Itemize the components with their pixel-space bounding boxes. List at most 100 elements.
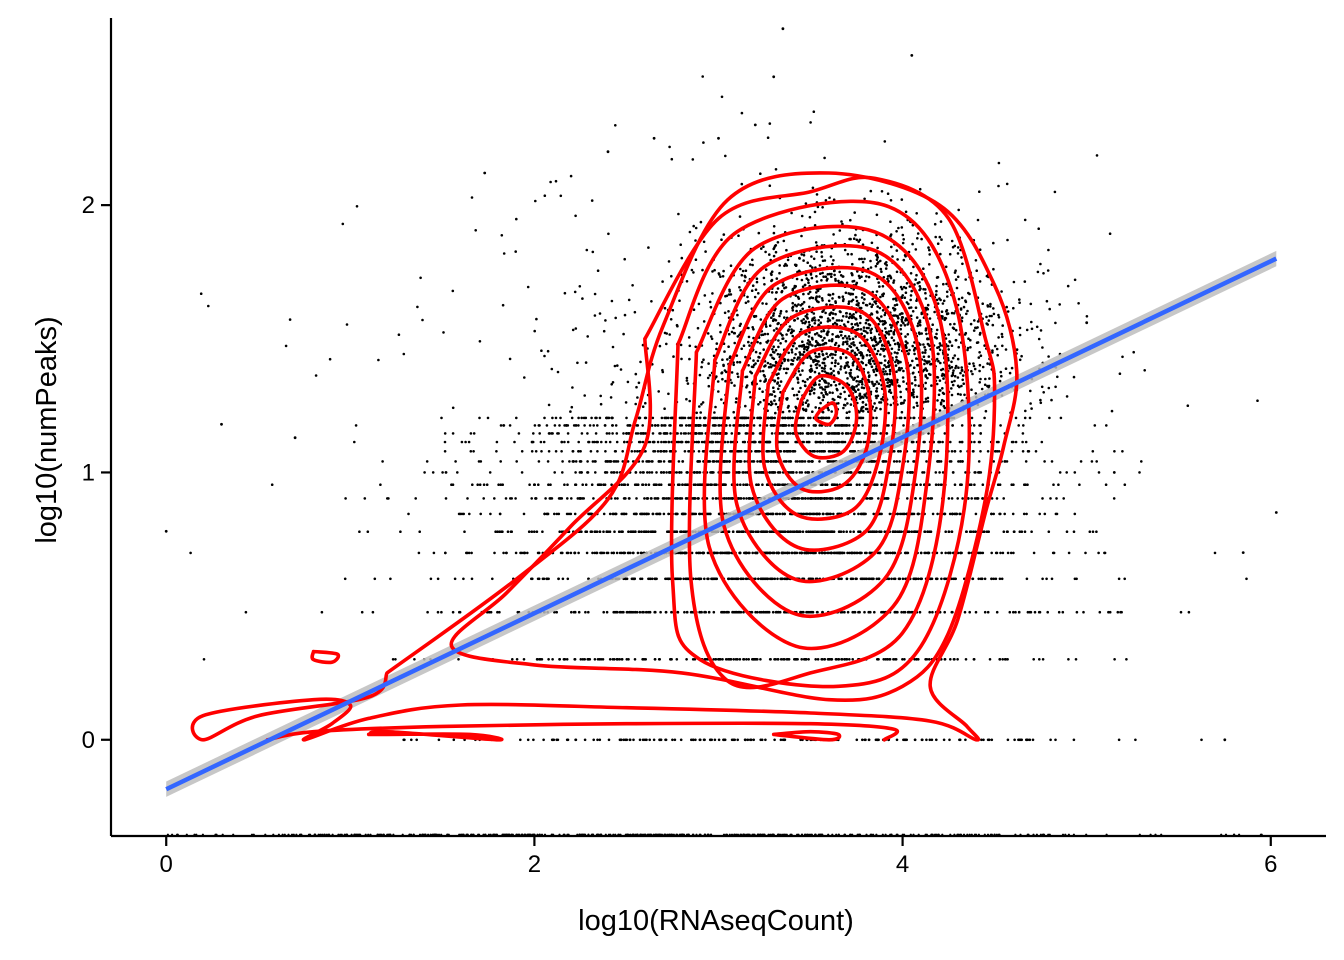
scatter-point [693, 497, 696, 500]
scatter-point [627, 530, 630, 533]
scatter-point [726, 610, 729, 614]
scatter-point [563, 658, 567, 661]
scatter-point [849, 577, 853, 581]
scatter-point [701, 268, 704, 272]
scatter-point [915, 357, 918, 360]
scatter-point [838, 382, 841, 386]
scatter-point [832, 369, 835, 373]
scatter-point [519, 738, 522, 742]
scatter-point [868, 354, 872, 357]
scatter-point [924, 327, 928, 330]
scatter-point [719, 330, 722, 334]
scatter-point [781, 577, 784, 581]
scatter-point [914, 306, 918, 310]
scatter-point [476, 483, 480, 487]
scatter-point [771, 610, 775, 614]
scatter-point [734, 610, 738, 614]
scatter-point [857, 512, 860, 516]
scatter-point [828, 450, 832, 453]
scatter-point [798, 530, 802, 533]
scatter-point [710, 432, 714, 435]
scatter-point [855, 440, 859, 444]
scatter-point [722, 269, 725, 273]
scatter-point [678, 416, 682, 420]
scatter-point [694, 226, 698, 230]
scatter-point [589, 450, 593, 453]
scatter-point [883, 355, 886, 358]
scatter-point [893, 530, 897, 533]
scatter-point [789, 331, 793, 335]
scatter-point [668, 450, 672, 453]
scatter-point [965, 530, 968, 533]
scatter-point [848, 424, 851, 427]
scatter-point [948, 340, 952, 344]
scatter-point [931, 512, 935, 516]
scatter-point [712, 610, 716, 614]
scatter-point [695, 471, 699, 474]
scatter-point [836, 512, 839, 516]
scatter-point [891, 530, 895, 533]
scatter-point [713, 416, 716, 420]
scatter-point [551, 432, 554, 435]
scatter-point [821, 299, 824, 302]
scatter-point [795, 551, 799, 555]
scatter-point [769, 460, 773, 463]
scatter-point [875, 530, 878, 533]
scatter-point [998, 512, 1001, 516]
scatter-point [872, 530, 876, 533]
scatter-point [653, 610, 657, 614]
scatter-point [805, 610, 808, 614]
scatter-point [402, 738, 406, 742]
scatter-point [849, 368, 853, 372]
scatter-point [875, 416, 878, 420]
scatter-point [702, 358, 705, 362]
scatter-point [842, 424, 845, 427]
scatter-point [915, 577, 918, 581]
scatter-point [663, 432, 666, 435]
scatter-point [711, 497, 715, 500]
scatter-point [748, 263, 752, 266]
scatter-point [732, 658, 735, 661]
scatter-point [641, 460, 645, 463]
scatter-point [878, 285, 881, 288]
scatter-point [791, 334, 794, 338]
scatter-point [715, 347, 718, 351]
scatter-point [1091, 530, 1095, 533]
scatter-point [772, 225, 776, 228]
scatter-point [817, 352, 821, 356]
scatter-point [814, 406, 817, 409]
scatter-point [795, 530, 798, 533]
scatter-point [965, 312, 968, 316]
scatter-point [814, 658, 817, 661]
scatter-point [559, 416, 562, 420]
scatter-point [926, 551, 930, 555]
scatter-point [713, 738, 717, 742]
scatter-point [938, 389, 941, 392]
scatter-point [653, 530, 657, 533]
scatter-point [1041, 497, 1044, 500]
scatter-point [813, 551, 816, 555]
scatter-point [797, 424, 801, 427]
scatter-point [1014, 440, 1018, 444]
scatter-point [743, 738, 747, 742]
scatter-point [506, 530, 510, 533]
scatter-point [791, 301, 794, 305]
scatter-point [379, 483, 382, 487]
scatter-point [635, 483, 638, 487]
scatter-point [805, 530, 808, 533]
scatter-point [456, 471, 459, 474]
scatter-point [567, 512, 571, 516]
scatter-point [1097, 551, 1100, 555]
scatter-point [801, 340, 804, 344]
scatter-point [719, 275, 722, 279]
scatter-point [1073, 512, 1077, 516]
scatter-point [787, 404, 790, 408]
scatter-point [836, 432, 840, 435]
scatter-point [782, 738, 786, 742]
scatter-point [1134, 738, 1137, 742]
scatter-point [915, 212, 918, 215]
scatter-point [893, 551, 897, 555]
scatter-point [617, 530, 621, 533]
scatter-point [692, 483, 696, 487]
scatter-point [773, 658, 776, 661]
